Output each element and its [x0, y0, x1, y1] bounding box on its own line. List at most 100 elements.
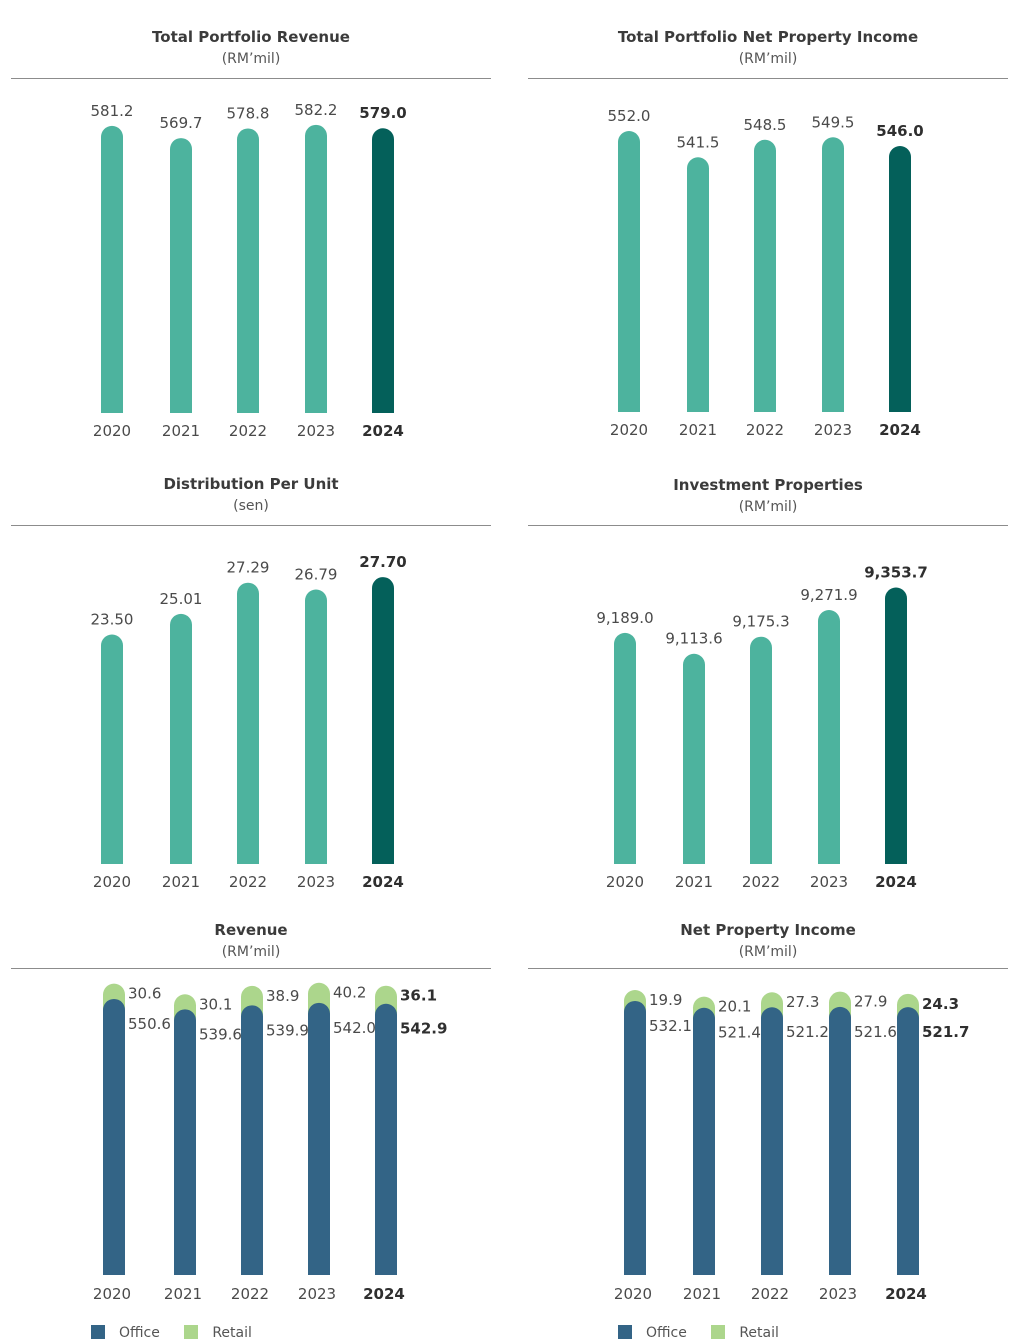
- x-tick-label-2022: 2022: [751, 1285, 789, 1303]
- value-label-2021: 569.7: [160, 114, 203, 132]
- x-tick-label-2021: 2021: [683, 1285, 721, 1303]
- bar-2023: [305, 589, 327, 864]
- office-value-label-2022: 539.9: [266, 1021, 309, 1039]
- value-label-2020: 581.2: [91, 102, 134, 120]
- x-tick-label-2021: 2021: [162, 422, 200, 440]
- bar-2024: [372, 128, 394, 413]
- x-tick-label-2021: 2021: [679, 421, 717, 439]
- retail-value-label-2020: 30.6: [128, 985, 161, 1003]
- bar-2021: [687, 157, 709, 412]
- value-label-2023: 9,271.9: [800, 586, 857, 604]
- office-value-label-2021: 539.6: [199, 1025, 242, 1043]
- retail-value-label-2023: 27.9: [854, 993, 887, 1011]
- office-swatch: [618, 1325, 632, 1339]
- bar-chart-investment-properties: 9,189.0 2020 9,113.6 2021 9,175.3 2022 9,271.9…: [596, 563, 928, 891]
- value-label-2023: 582.2: [295, 101, 338, 119]
- value-label-2021: 25.01: [160, 590, 203, 608]
- retail-swatch: [711, 1325, 726, 1339]
- bar-2020: [101, 125, 123, 413]
- chart-unit: (RM’mil): [221, 51, 281, 67]
- value-label-2023: 26.79: [295, 566, 338, 584]
- office-value-label-2023: 521.6: [854, 1023, 897, 1041]
- x-tick-label-2022: 2022: [229, 422, 267, 440]
- value-label-2022: 27.29: [227, 559, 270, 577]
- title-divider: [11, 525, 491, 526]
- office-value-label-2024: 521.7: [922, 1023, 969, 1041]
- retail-swatch: [184, 1325, 199, 1339]
- x-tick-label-2022: 2022: [742, 873, 780, 891]
- bar-2023: [305, 124, 327, 414]
- chart-unit: (RM’mil): [221, 944, 281, 960]
- value-label-2021: 541.5: [677, 133, 720, 151]
- retail-value-label-2021: 30.1: [199, 995, 232, 1013]
- chart-unit: (RM’mil): [738, 51, 798, 67]
- retail-value-label-2024: 36.1: [400, 987, 437, 1005]
- retail-value-label-2024: 24.3: [922, 995, 959, 1013]
- title-divider: [11, 968, 491, 969]
- office-segment-2024: [375, 1003, 397, 1275]
- office-segment-2021: [693, 1007, 715, 1275]
- x-tick-label-2021: 2021: [162, 873, 200, 891]
- office-segment-2021: [174, 1009, 196, 1275]
- bar-2023: [818, 610, 840, 864]
- chart-title: Revenue: [214, 921, 288, 939]
- legend-label-office: Office: [646, 1325, 687, 1341]
- legend-item-office: Office: [618, 1325, 687, 1341]
- legend-label-retail: Retail: [739, 1325, 779, 1341]
- chart-title: Investment Properties: [673, 476, 863, 494]
- value-label-2024: 546.0: [876, 122, 923, 140]
- stacked-bar-chart-net-property-income: 19.9 532.1 2020 20.1 521.4 2021 27.3 521.2 2022 2…: [614, 990, 969, 1303]
- x-tick-label-2023: 2023: [297, 873, 335, 891]
- bar-2024: [885, 587, 907, 864]
- bar-2021: [683, 653, 705, 864]
- office-value-label-2023: 542.0: [333, 1019, 376, 1037]
- x-tick-label-2020: 2020: [93, 422, 131, 440]
- chart-title: Total Portfolio Revenue: [152, 28, 350, 46]
- x-tick-label-2020: 2020: [610, 421, 648, 439]
- office-segment-2022: [241, 1005, 263, 1275]
- value-label-2022: 548.5: [744, 116, 787, 134]
- bar-2023: [822, 137, 844, 412]
- bar-2024: [372, 577, 394, 864]
- x-tick-label-2024: 2024: [362, 873, 404, 891]
- office-segment-2022: [761, 1007, 783, 1275]
- x-tick-label-2023: 2023: [810, 873, 848, 891]
- x-tick-label-2023: 2023: [298, 1285, 336, 1303]
- value-label-2024: 9,353.7: [864, 563, 928, 581]
- bar-chart-total-portfolio-revenue: 581.2 2020 569.7 2021 578.8 2022 582.2 2023 579.…: [91, 101, 407, 440]
- bar-2021: [170, 138, 192, 414]
- x-tick-label-2022: 2022: [231, 1285, 269, 1303]
- value-label-2020: 552.0: [608, 107, 651, 125]
- chart-unit: (sen): [233, 498, 269, 514]
- office-value-label-2024: 542.9: [400, 1020, 447, 1038]
- bar-2022: [237, 128, 259, 413]
- office-value-label-2021: 521.4: [718, 1024, 761, 1042]
- x-tick-label-2021: 2021: [675, 873, 713, 891]
- x-tick-label-2021: 2021: [164, 1285, 202, 1303]
- x-tick-label-2024: 2024: [363, 1285, 405, 1303]
- x-tick-label-2024: 2024: [879, 421, 921, 439]
- value-label-2020: 9,189.0: [596, 609, 653, 627]
- value-label-2022: 578.8: [227, 104, 270, 122]
- title-divider: [528, 968, 1008, 969]
- x-tick-label-2023: 2023: [297, 422, 335, 440]
- title-divider: [528, 78, 1008, 79]
- chart-title: Net Property Income: [680, 921, 856, 939]
- value-label-2021: 9,113.6: [665, 630, 722, 648]
- retail-value-label-2021: 20.1: [718, 998, 751, 1016]
- bar-chart-total-portfolio-npi: 552.0 2020 541.5 2021 548.5 2022 549.5 2023 546.…: [608, 107, 924, 439]
- legend: Office Retail: [91, 1325, 272, 1341]
- legend-item-retail: Retail: [711, 1325, 779, 1341]
- office-segment-2024: [897, 1007, 919, 1275]
- x-tick-label-2024: 2024: [885, 1285, 927, 1303]
- office-swatch: [91, 1325, 105, 1339]
- x-tick-label-2024: 2024: [362, 422, 404, 440]
- value-label-2023: 549.5: [812, 113, 855, 131]
- legend-label-retail: Retail: [212, 1325, 252, 1341]
- bar-2020: [101, 634, 123, 864]
- office-segment-2020: [624, 1000, 646, 1275]
- value-label-2024: 27.70: [359, 553, 406, 571]
- title-divider: [11, 78, 491, 79]
- bar-2020: [618, 131, 640, 412]
